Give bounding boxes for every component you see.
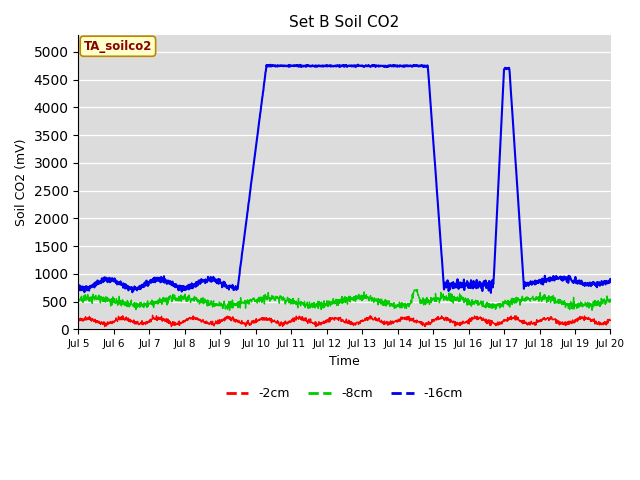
X-axis label: Time: Time bbox=[329, 355, 360, 368]
Legend: -2cm, -8cm, -16cm: -2cm, -8cm, -16cm bbox=[221, 383, 468, 406]
Title: Set B Soil CO2: Set B Soil CO2 bbox=[289, 15, 399, 30]
Text: TA_soilco2: TA_soilco2 bbox=[84, 40, 152, 53]
Y-axis label: Soil CO2 (mV): Soil CO2 (mV) bbox=[15, 139, 28, 226]
